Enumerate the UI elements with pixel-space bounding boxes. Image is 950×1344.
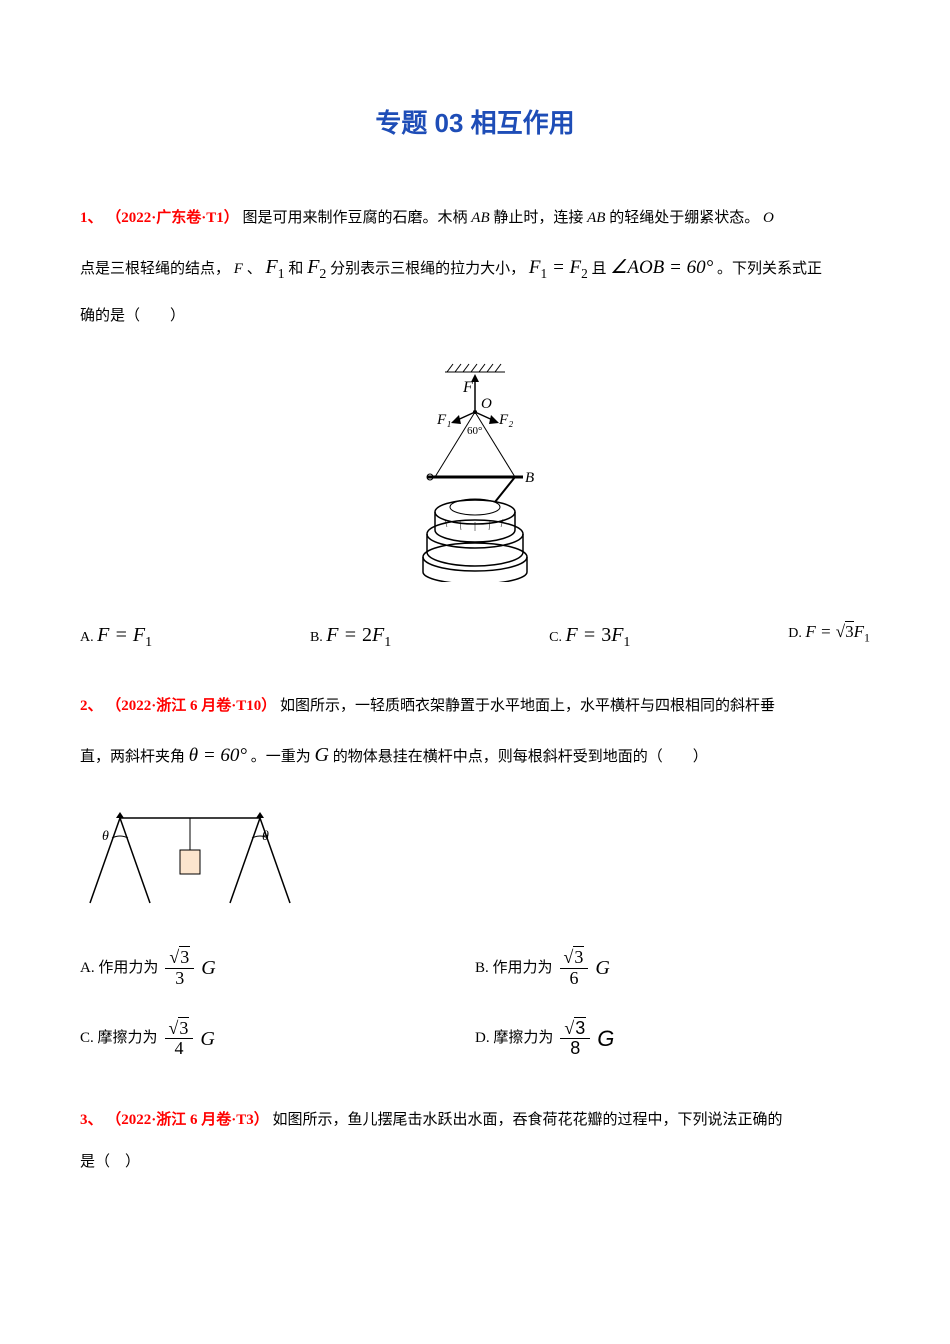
diag-F2: F₂ [498,412,513,428]
q2-theta: θ = 60° [189,745,247,766]
diag-F1: F₁ [436,412,451,428]
q2-text-c: 。一重为 [251,749,311,765]
q1-text-d: 点是三根轻绳的结点， [80,261,230,277]
question-3: 3、 （2022·浙江 6 月卷·T3） 如图所示，鱼儿摆尾击水跃出水面，吞食荷… [80,1099,870,1183]
q2-option-b: B. 作用力为 36 G [475,948,870,989]
diag-O: O [481,396,492,412]
q2-text-b: 直，两斜杆夹角 [80,749,185,765]
q1-text-c: 的轻绳处于绷紧状态。 [609,210,759,226]
q2-option-a: A. 作用力为 33 G [80,948,475,989]
q2-diagram: θ θ [80,808,870,928]
q1-text-e: 分别表示三根绳的拉力大小， [330,261,525,277]
diag-angle: 60° [467,425,482,437]
diag-F: F [462,379,473,396]
q1-eq: F1 = F2 [529,257,588,278]
q1-angle: ∠AOB = 60° [610,257,713,278]
question-1: 1、 （2022·广东卷·T1） 图是可用来制作豆腐的石磨。木柄 AB 静止时，… [80,197,870,337]
q3-text-a: 如图所示，鱼儿摆尾击水跃出水面，吞食荷花花瓣的过程中，下列说法正确的 [273,1112,783,1128]
question-2: 2、 （2022·浙江 6 月卷·T10） 如图所示，一轻质晒衣架静置于水平地面… [80,685,870,783]
q1-F2: F2 [307,256,326,278]
q2-option-c: C. 摩擦力为 34 G [80,1019,475,1060]
q2-G: G [315,744,329,766]
q2-number: 2、 [80,698,103,714]
diag2-theta1: θ [102,829,109,844]
q1-text-g: 。下列关系式正 [717,261,822,277]
q1-text-b: 静止时，连接 [493,210,583,226]
q2-options: A. 作用力为 33 G B. 作用力为 36 G C. 摩擦力为 34 G D… [80,948,870,1059]
q1-text-f: 且 [592,261,607,277]
q3-source: （2022·浙江 6 月卷·T3） [106,1112,269,1128]
q3-number: 3、 [80,1112,103,1128]
q1-F1: F1 [265,256,284,278]
q1-text-h: 确的是（ ） [80,308,185,324]
q1-number: 1、 [80,210,103,226]
q1-and: 和 [288,261,303,277]
diag-B: B [525,470,534,486]
q1-text-a: 图是可用来制作豆腐的石磨。木柄 [243,210,468,226]
q1-sep: 、 [247,261,262,277]
q1-option-b: B. F = 2F1 [310,617,391,655]
q2-option-d: D. 摩擦力为 38 G [475,1019,870,1060]
q1-source: （2022·广东卷·T1） [106,210,239,226]
q1-O: O [763,210,774,226]
q1-options: A. F = F1 B. F = 2F1 C. F = 3F1 D. F = √… [80,617,870,655]
q3-text-b: 是（ ） [80,1154,140,1170]
q1-F: F [234,261,243,277]
q2-text-d: 的物体悬挂在横杆中点，则每根斜杆受到地面的（ ） [333,749,708,765]
q1-AB2: AB [587,210,605,226]
q2-text-a: 如图所示，一轻质晒衣架静置于水平地面上，水平横杆与四根相同的斜杆垂 [280,698,775,714]
q1-option-d: D. F = √3F1 [788,617,870,655]
page-title: 专题 03 相互作用 [80,100,870,147]
q1-option-c: C. F = 3F1 [549,617,630,655]
q1-option-a: A. F = F1 [80,617,152,655]
q2-source: （2022·浙江 6 月卷·T10） [106,698,276,714]
q1-diagram: F O F₁ F₂ 60° B [80,362,870,592]
q1-AB: AB [471,210,489,226]
